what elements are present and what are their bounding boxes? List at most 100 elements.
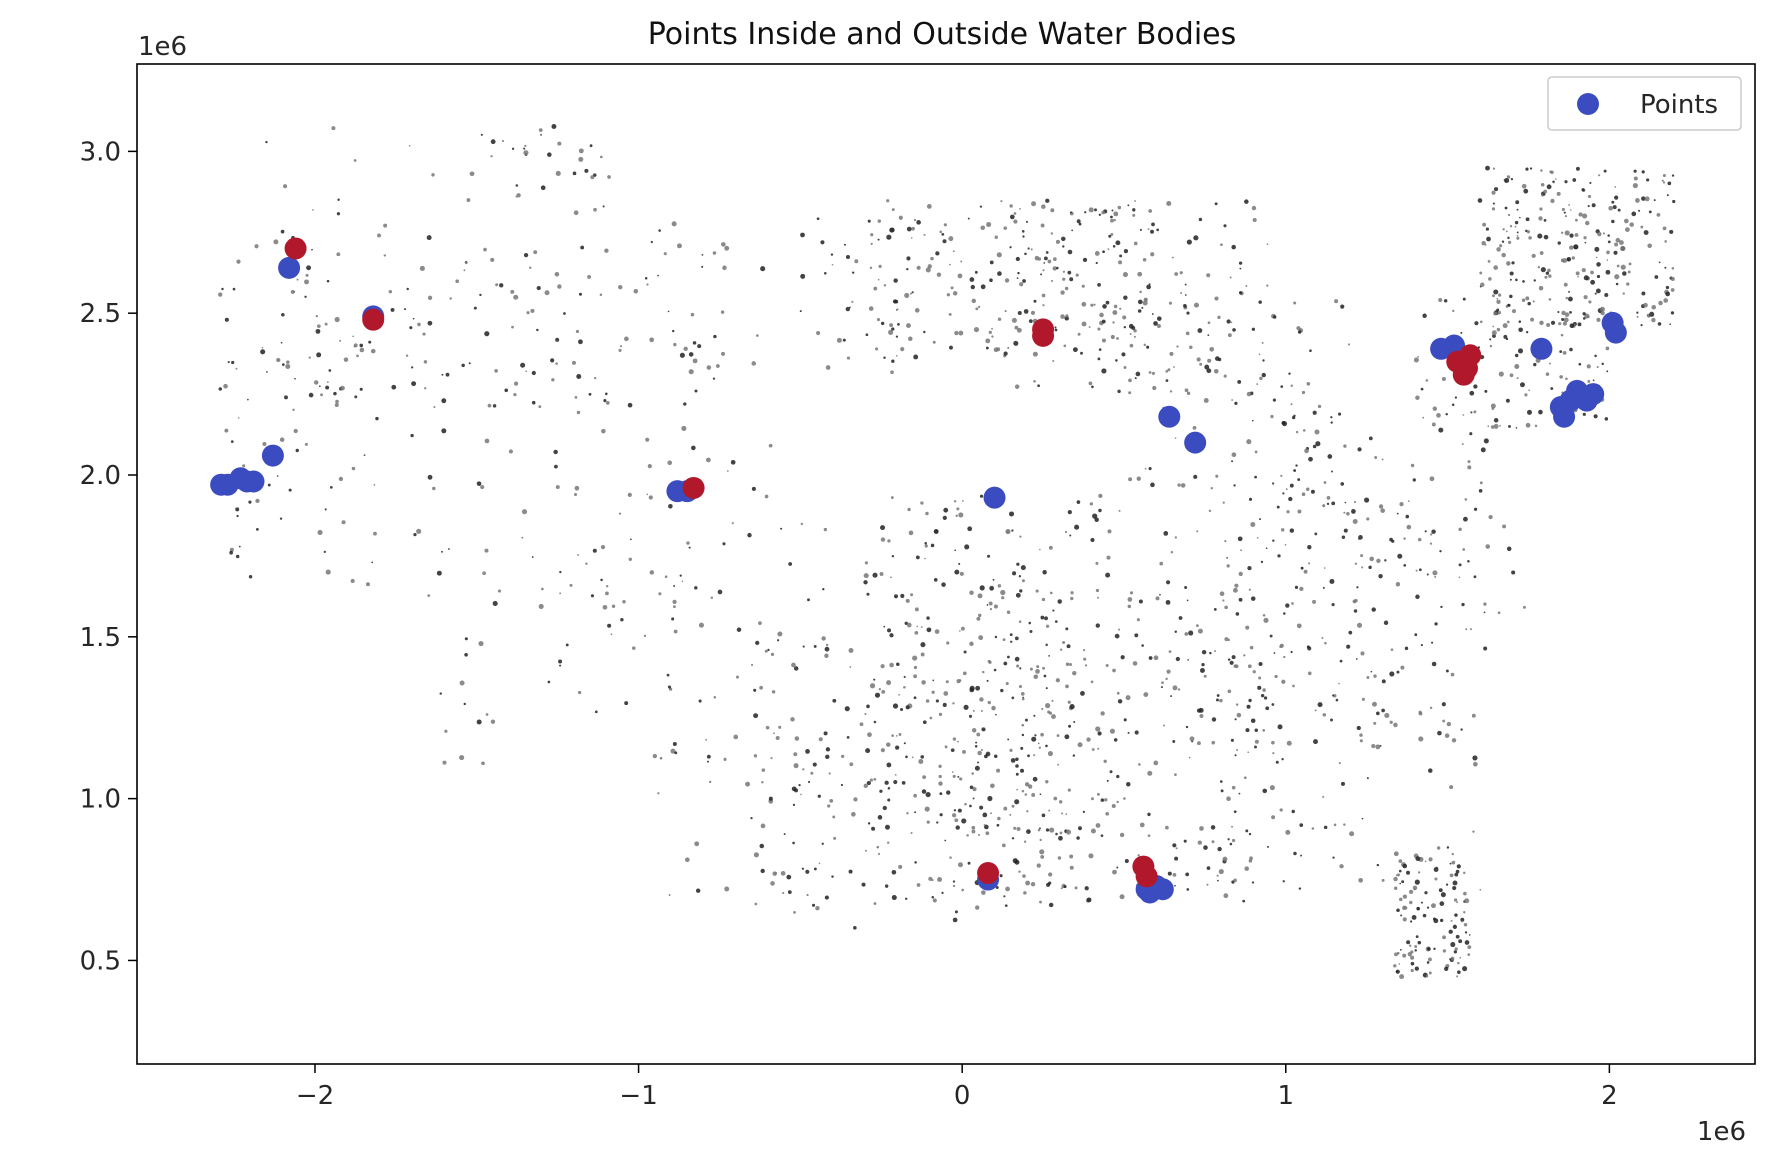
water-body-speck <box>929 716 933 720</box>
y-offset-label: 1e6 <box>138 32 187 62</box>
water-body-speck <box>1562 350 1567 355</box>
water-body-speck <box>985 831 990 836</box>
water-body-speck <box>1279 645 1282 648</box>
water-body-speck <box>1564 230 1570 236</box>
water-body-speck <box>906 226 912 232</box>
water-body-speck <box>523 252 529 258</box>
water-body-speck <box>286 360 290 364</box>
water-body-speck <box>482 571 486 576</box>
water-body-speck <box>531 400 536 405</box>
water-body-speck <box>592 548 597 553</box>
water-body-speck <box>877 278 880 281</box>
water-body-speck <box>576 410 581 415</box>
water-body-speck <box>664 575 668 579</box>
water-body-speck <box>706 760 709 763</box>
water-body-speck <box>468 362 471 365</box>
water-body-speck <box>1585 220 1590 226</box>
water-body-speck <box>1514 353 1519 358</box>
water-body-speck <box>1516 208 1519 211</box>
water-body-speck <box>285 364 291 370</box>
water-body-speck <box>865 748 871 754</box>
water-body-speck <box>1581 188 1585 192</box>
water-body-speck <box>1491 207 1496 211</box>
water-body-speck <box>1324 641 1327 645</box>
water-body-speck <box>1097 747 1100 750</box>
water-body-speck <box>1331 603 1335 607</box>
water-body-speck <box>800 522 804 526</box>
water-body-speck <box>1415 856 1421 862</box>
water-body-speck <box>1559 350 1563 354</box>
water-body-speck <box>989 585 995 591</box>
water-body-speck <box>989 607 993 611</box>
water-body-speck <box>936 272 942 277</box>
water-body-speck <box>903 675 906 678</box>
water-body-speck <box>1531 253 1536 258</box>
water-body-speck <box>668 893 671 896</box>
water-body-speck <box>915 555 920 560</box>
water-body-speck <box>1614 186 1617 188</box>
water-body-speck <box>657 274 659 277</box>
water-body-speck <box>1174 272 1179 276</box>
water-body-speck <box>1000 200 1003 203</box>
water-body-speck <box>692 341 697 345</box>
water-body-speck <box>1353 609 1358 613</box>
water-body-speck <box>1019 667 1022 670</box>
water-body-speck <box>1358 877 1364 883</box>
water-body-speck <box>1398 963 1401 965</box>
water-body-speck <box>1100 834 1104 837</box>
water-body-speck <box>580 245 585 250</box>
water-body-speck <box>1090 303 1094 307</box>
water-body-speck <box>1327 454 1333 459</box>
water-body-speck <box>292 408 295 412</box>
water-body-speck <box>1533 279 1536 282</box>
water-body-speck <box>353 345 356 348</box>
water-body-speck <box>1468 934 1471 936</box>
water-body-speck <box>1418 568 1422 572</box>
water-body-speck <box>1546 322 1551 327</box>
water-body-speck <box>441 550 443 553</box>
water-body-speck <box>1539 320 1544 326</box>
water-body-speck <box>1206 883 1209 886</box>
water-body-speck <box>1330 718 1333 722</box>
water-body-speck <box>1434 575 1437 578</box>
water-body-speck <box>1467 465 1472 470</box>
water-body-speck <box>1449 785 1454 790</box>
water-body-speck <box>886 841 890 844</box>
water-body-speck <box>1088 381 1093 386</box>
water-body-speck <box>1381 679 1386 684</box>
water-body-speck <box>1021 230 1025 233</box>
water-body-speck <box>1041 707 1044 711</box>
water-body-speck <box>525 370 528 373</box>
water-body-speck <box>966 834 969 837</box>
water-body-speck <box>1291 809 1295 814</box>
water-body-speck <box>870 233 874 237</box>
water-body-speck <box>1254 745 1257 749</box>
water-body-speck <box>1539 251 1544 255</box>
water-body-speck <box>652 753 657 759</box>
water-body-speck <box>1119 832 1125 838</box>
water-body-speck <box>877 852 881 855</box>
water-body-speck <box>1014 325 1019 330</box>
water-body-speck <box>889 662 894 668</box>
water-body-speck <box>1408 944 1412 947</box>
water-body-speck <box>1640 324 1643 327</box>
water-body-speck <box>993 668 997 672</box>
water-body-speck <box>868 306 874 311</box>
water-body-speck <box>1100 798 1105 802</box>
water-body-speck <box>265 140 268 144</box>
water-body-speck <box>1053 257 1057 261</box>
water-body-speck <box>311 248 313 251</box>
water-body-speck <box>1091 385 1094 389</box>
water-body-speck <box>325 385 330 390</box>
water-body-speck <box>1429 476 1435 482</box>
water-body-speck <box>1463 891 1467 896</box>
water-body-speck <box>1300 854 1302 857</box>
water-body-speck <box>646 283 649 286</box>
water-body-speck <box>1088 326 1091 329</box>
water-body-speck <box>1538 285 1544 291</box>
water-body-speck <box>1400 665 1405 670</box>
water-body-speck <box>1343 511 1346 514</box>
water-body-speck <box>1231 460 1234 463</box>
water-body-speck <box>1166 669 1171 674</box>
water-body-speck <box>1244 199 1249 204</box>
